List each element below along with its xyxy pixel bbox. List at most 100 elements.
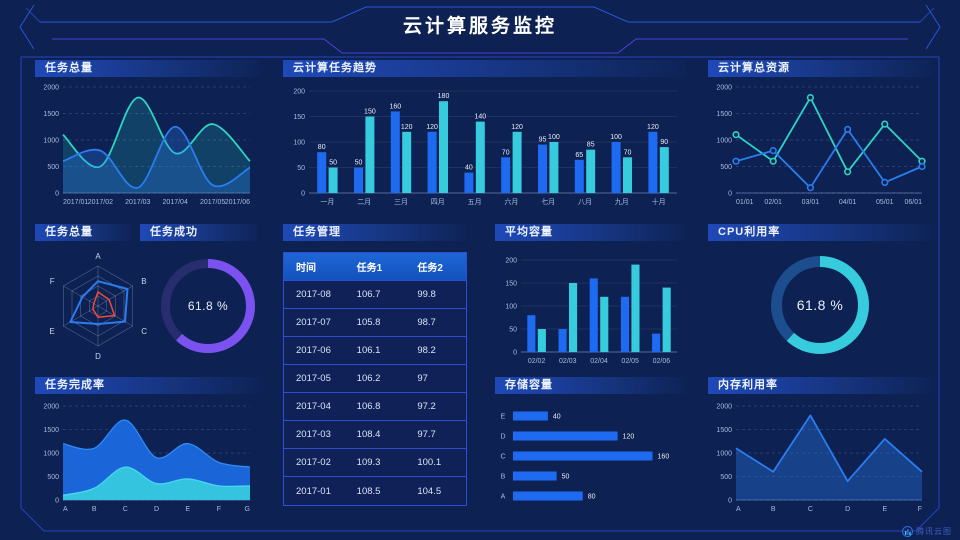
svg-text:2000: 2000 (43, 404, 59, 411)
svg-text:1500: 1500 (716, 111, 732, 118)
task-success-donut-svg (161, 259, 255, 353)
panel-cpu: CPU利用率 (708, 224, 932, 241)
svg-text:五月: 五月 (468, 198, 482, 206)
total-resources-line-chart: 0 500 1000 1500 2000 01/01 02/01 03/01 04/01 05/0… (716, 85, 926, 206)
svg-text:A: A (95, 252, 101, 261)
svg-text:02/01: 02/01 (764, 199, 782, 206)
svg-text:C: C (808, 506, 813, 513)
panel-title-memory: 内存利用率 (708, 377, 932, 394)
svg-text:02/02: 02/02 (528, 358, 546, 365)
cell-time: 2017-07 (296, 317, 331, 328)
svg-text:150: 150 (505, 281, 517, 288)
cell-task1: 106.8 (356, 401, 381, 412)
svg-text:80: 80 (588, 494, 596, 501)
panel-radar: 任务总量 (35, 224, 131, 241)
svg-text:65: 65 (575, 152, 583, 159)
panel-title-task-success: 任务成功 (140, 224, 258, 241)
svg-text:140: 140 (474, 114, 486, 121)
svg-text:1500: 1500 (716, 427, 732, 434)
svg-text:180: 180 (438, 93, 450, 100)
task-success-value: 61.8 % (187, 299, 229, 313)
svg-text:120: 120 (401, 124, 413, 131)
task-table: 时间 任务1 任务2 2017-08 106.7 99.8 2017-07 105.8… (283, 252, 467, 506)
panel-title-completion: 任务完成率 (35, 377, 260, 394)
svg-text:100: 100 (610, 134, 622, 141)
svg-text:D: D (154, 506, 159, 513)
avg-capacity-bar-chart: 0 50 100 150 200 02/02 02/03 02/04 02/05 02/06 (505, 258, 677, 365)
task-table-header-row: 时间 任务1 任务2 (284, 253, 466, 281)
cell-task1: 108.5 (356, 485, 381, 497)
svg-text:D: D (95, 352, 101, 361)
cell-task2: 98.2 (417, 345, 436, 356)
svg-text:1500: 1500 (43, 427, 59, 434)
cell-task1: 106.7 (356, 289, 381, 300)
completion-area-chart: 0 500 1000 1500 2000 A B C D E F G (43, 404, 251, 513)
svg-text:95: 95 (539, 137, 547, 144)
svg-text:0: 0 (728, 498, 732, 505)
svg-text:100: 100 (548, 134, 560, 141)
svg-text:90: 90 (660, 139, 668, 146)
svg-text:120: 120 (623, 434, 635, 441)
panel-task-table: 任务管理 (283, 224, 467, 241)
svg-text:E: E (501, 414, 506, 421)
svg-text:500: 500 (47, 164, 59, 171)
task-trend-bar-chart: 0 50 100 150 200 一月 二月 三月 四月 五月 六月 七月 八月 九月 十月 80 50 160 1… (293, 89, 677, 206)
table-row: 2017-01 108.5 104.5 (284, 477, 466, 505)
svg-text:D: D (845, 506, 850, 513)
cell-task2: 97 (417, 373, 428, 384)
svg-text:C: C (123, 506, 128, 513)
svg-text:40: 40 (553, 414, 561, 421)
cell-time: 2017-08 (296, 289, 331, 300)
cell-task2: 97.2 (417, 401, 436, 412)
svg-text:2000: 2000 (716, 85, 732, 92)
svg-text:200: 200 (505, 258, 517, 265)
svg-text:F: F (918, 506, 922, 513)
svg-text:02/03: 02/03 (559, 358, 577, 365)
svg-text:160: 160 (389, 103, 401, 110)
svg-text:70: 70 (624, 149, 632, 156)
svg-text:70: 70 (502, 149, 510, 156)
tasks-total-line-chart: 0 500 1000 1500 2000 2017/01 2017/02 2017/03 201… (43, 85, 251, 206)
panel-title-radar: 任务总量 (35, 224, 131, 241)
svg-text:0: 0 (55, 498, 59, 505)
col-task1: 任务1 (356, 263, 383, 274)
panel-tasks-total: 任务总量 0 500 1000 1500 2000 2017/01 2017/02 2017/… (35, 60, 260, 207)
svg-text:500: 500 (720, 474, 732, 481)
svg-text:E: E (185, 506, 190, 513)
svg-text:A: A (736, 506, 741, 513)
svg-text:F: F (217, 506, 221, 513)
svg-text:B: B (92, 506, 97, 513)
cell-task2: 98.7 (417, 317, 436, 328)
cell-task1: 109.3 (356, 457, 381, 468)
svg-text:500: 500 (47, 474, 59, 481)
svg-text:1000: 1000 (43, 451, 59, 458)
table-row: 2017-08 106.7 99.8 (284, 281, 466, 309)
svg-text:三月: 三月 (394, 198, 408, 206)
svg-text:50: 50 (297, 165, 305, 172)
svg-text:C: C (141, 327, 147, 336)
cell-task2: 100.1 (417, 457, 442, 468)
panel-memory: 内存利用率 0 500 1000 1500 2000 A B C D E F (708, 377, 932, 514)
svg-text:85: 85 (587, 142, 595, 149)
cell-time: 2017-01 (296, 485, 331, 497)
svg-text:06/01: 06/01 (904, 199, 922, 206)
svg-text:04/01: 04/01 (839, 199, 857, 206)
svg-text:B: B (771, 506, 776, 513)
svg-text:100: 100 (293, 140, 305, 147)
svg-text:80: 80 (318, 144, 326, 151)
svg-text:二月: 二月 (357, 198, 371, 206)
table-row: 2017-04 106.8 97.2 (284, 393, 466, 421)
svg-text:2000: 2000 (716, 404, 732, 411)
svg-text:2017/06: 2017/06 (225, 199, 250, 206)
svg-text:C: C (500, 454, 505, 461)
svg-text:2017/02: 2017/02 (88, 199, 113, 206)
svg-text:1500: 1500 (43, 111, 59, 118)
cell-task1: 106.1 (356, 345, 381, 356)
svg-text:02/04: 02/04 (590, 358, 608, 365)
svg-text:50: 50 (329, 160, 337, 167)
panel-title-total-resources: 云计算总资源 (708, 60, 932, 77)
svg-text:九月: 九月 (615, 197, 629, 206)
panel-title-task-trend: 云计算任务趋势 (283, 60, 685, 77)
table-row: 2017-03 108.4 97.7 (284, 421, 466, 449)
cell-time: 2017-04 (296, 401, 331, 412)
